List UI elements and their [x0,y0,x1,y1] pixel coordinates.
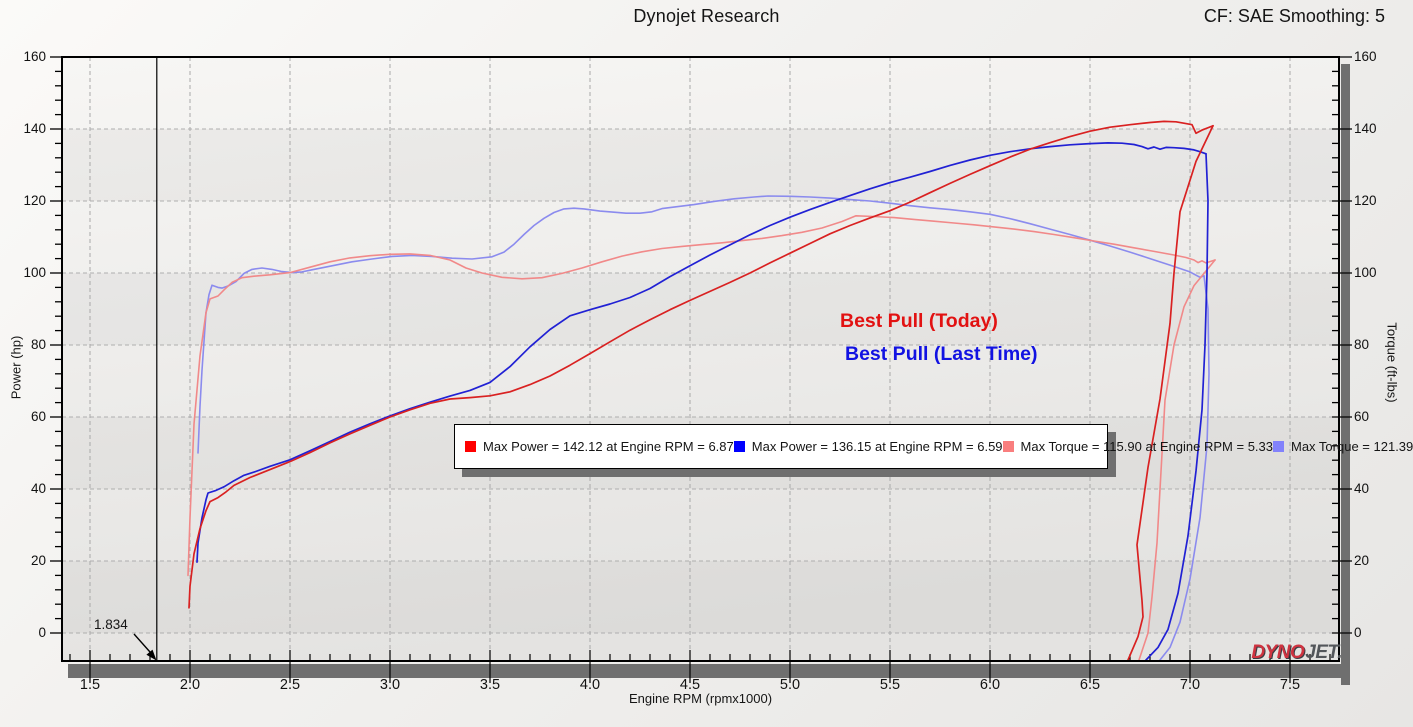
legend-label: Max Power = 142.12 at Engine RPM = 6.87 [483,439,734,454]
legend-swatch [733,441,745,452]
rpm-marker-label: 1.834 [94,617,128,632]
rpm-tick-label: 4.5 [679,677,701,693]
power-tick-label: 80 [30,337,46,352]
legend-box: Max Power = 142.12 at Engine RPM = 6.87 M… [454,424,1413,469]
rpm-tick-label: 7.5 [1279,677,1301,693]
series-torque-today [187,215,1216,577]
legend-entry: Max Torque = 115.90 at Engine RPM = 5.33 [1002,439,1273,455]
legend-entry: Max Torque = 121.39 at Engine RPM = 4.89 [1273,439,1413,455]
plot-band [62,273,1339,345]
rpm-tick-label: 2.0 [179,677,201,693]
annotation-best-pull-last-time: Best Pull (Last Time) [845,343,1038,365]
series-torque-today-tail [1138,259,1216,661]
power-tick-label: 160 [23,49,46,64]
power-tick-label: 40 [30,481,46,496]
rpm-tick-label: 2.5 [279,677,301,693]
annotation-best-pull-today: Best Pull (Today) [840,310,998,332]
plot-shadow-right [1341,64,1350,685]
power-axis-title: Power (hp) [8,335,24,400]
rpm-tick-label: 3.0 [379,677,401,693]
legend-swatch [465,441,476,452]
series-torque-last-time [197,195,1205,454]
legend-swatch [1273,441,1284,452]
rpm-tick-label: 6.5 [1079,677,1101,693]
power-tick-label: 20 [30,553,46,568]
marker-arrow-head [146,649,157,661]
legend-entry: Max Power = 142.12 at Engine RPM = 6.87 [465,439,734,455]
correction-smoothing-info: CF: SAE Smoothing: 5 [1203,6,1385,26]
torque-axis-title: Torque (ft-lbs) [1384,322,1400,403]
torque-tick-label: 60 [1354,409,1370,424]
power-tick-label: 100 [23,265,46,280]
torque-tick-label: 0 [1354,625,1362,640]
rpm-axis-title: Engine RPM (rpmx1000) [628,691,773,706]
torque-tick-label: 40 [1354,481,1370,496]
plot-band [62,129,1339,201]
series-power-last-time-tail [1145,152,1209,661]
series-power-last-time [196,142,1207,563]
legend-label: Max Torque = 115.90 at Engine RPM = 5.33 [1020,439,1273,454]
logo-text-dyno: DYNO [1251,642,1305,663]
legend-label: Max Torque = 121.39 at Engine RPM = 4.89 [1291,439,1413,454]
power-tick-label: 140 [23,121,46,136]
power-tick-label: 0 [38,625,46,640]
rpm-tick-label: 6.0 [979,677,1001,693]
rpm-tick-label: 7.0 [1179,677,1201,693]
series-torque-last-time-tail [1159,275,1210,661]
torque-tick-label: 120 [1354,193,1377,208]
chart-title: Dynojet Research [633,6,780,26]
plot-band [62,561,1339,633]
torque-tick-label: 160 [1354,49,1377,64]
rpm-tick-label: 5.5 [879,677,901,693]
logo-text-jet: JET. [1305,642,1342,663]
rpm-tick-label: 1.5 [79,677,101,693]
legend-entry: Max Power = 136.15 at Engine RPM = 6.59 [733,439,1003,455]
plot-shadow-bottom [68,664,1350,678]
series-power-today-tail [1127,124,1214,661]
power-tick-label: 120 [23,193,46,208]
power-tick-label: 60 [30,409,46,424]
dynojet-logo: DYNOJET. [1230,642,1342,664]
rpm-tick-label: 3.5 [479,677,501,693]
legend-swatch [1002,441,1014,452]
plot-area [62,57,1339,661]
torque-tick-label: 80 [1354,337,1370,352]
plot-border [61,56,1340,662]
torque-tick-label: 20 [1354,553,1370,568]
marker-arrow-line [133,633,151,653]
legend-label: Max Power = 136.15 at Engine RPM = 6.59 [751,439,1003,454]
rpm-tick-label: 4.0 [579,677,601,693]
torque-tick-label: 100 [1354,265,1377,280]
series-power-today [188,120,1214,609]
torque-tick-label: 140 [1354,121,1377,136]
rpm-tick-label: 5.0 [779,677,801,693]
